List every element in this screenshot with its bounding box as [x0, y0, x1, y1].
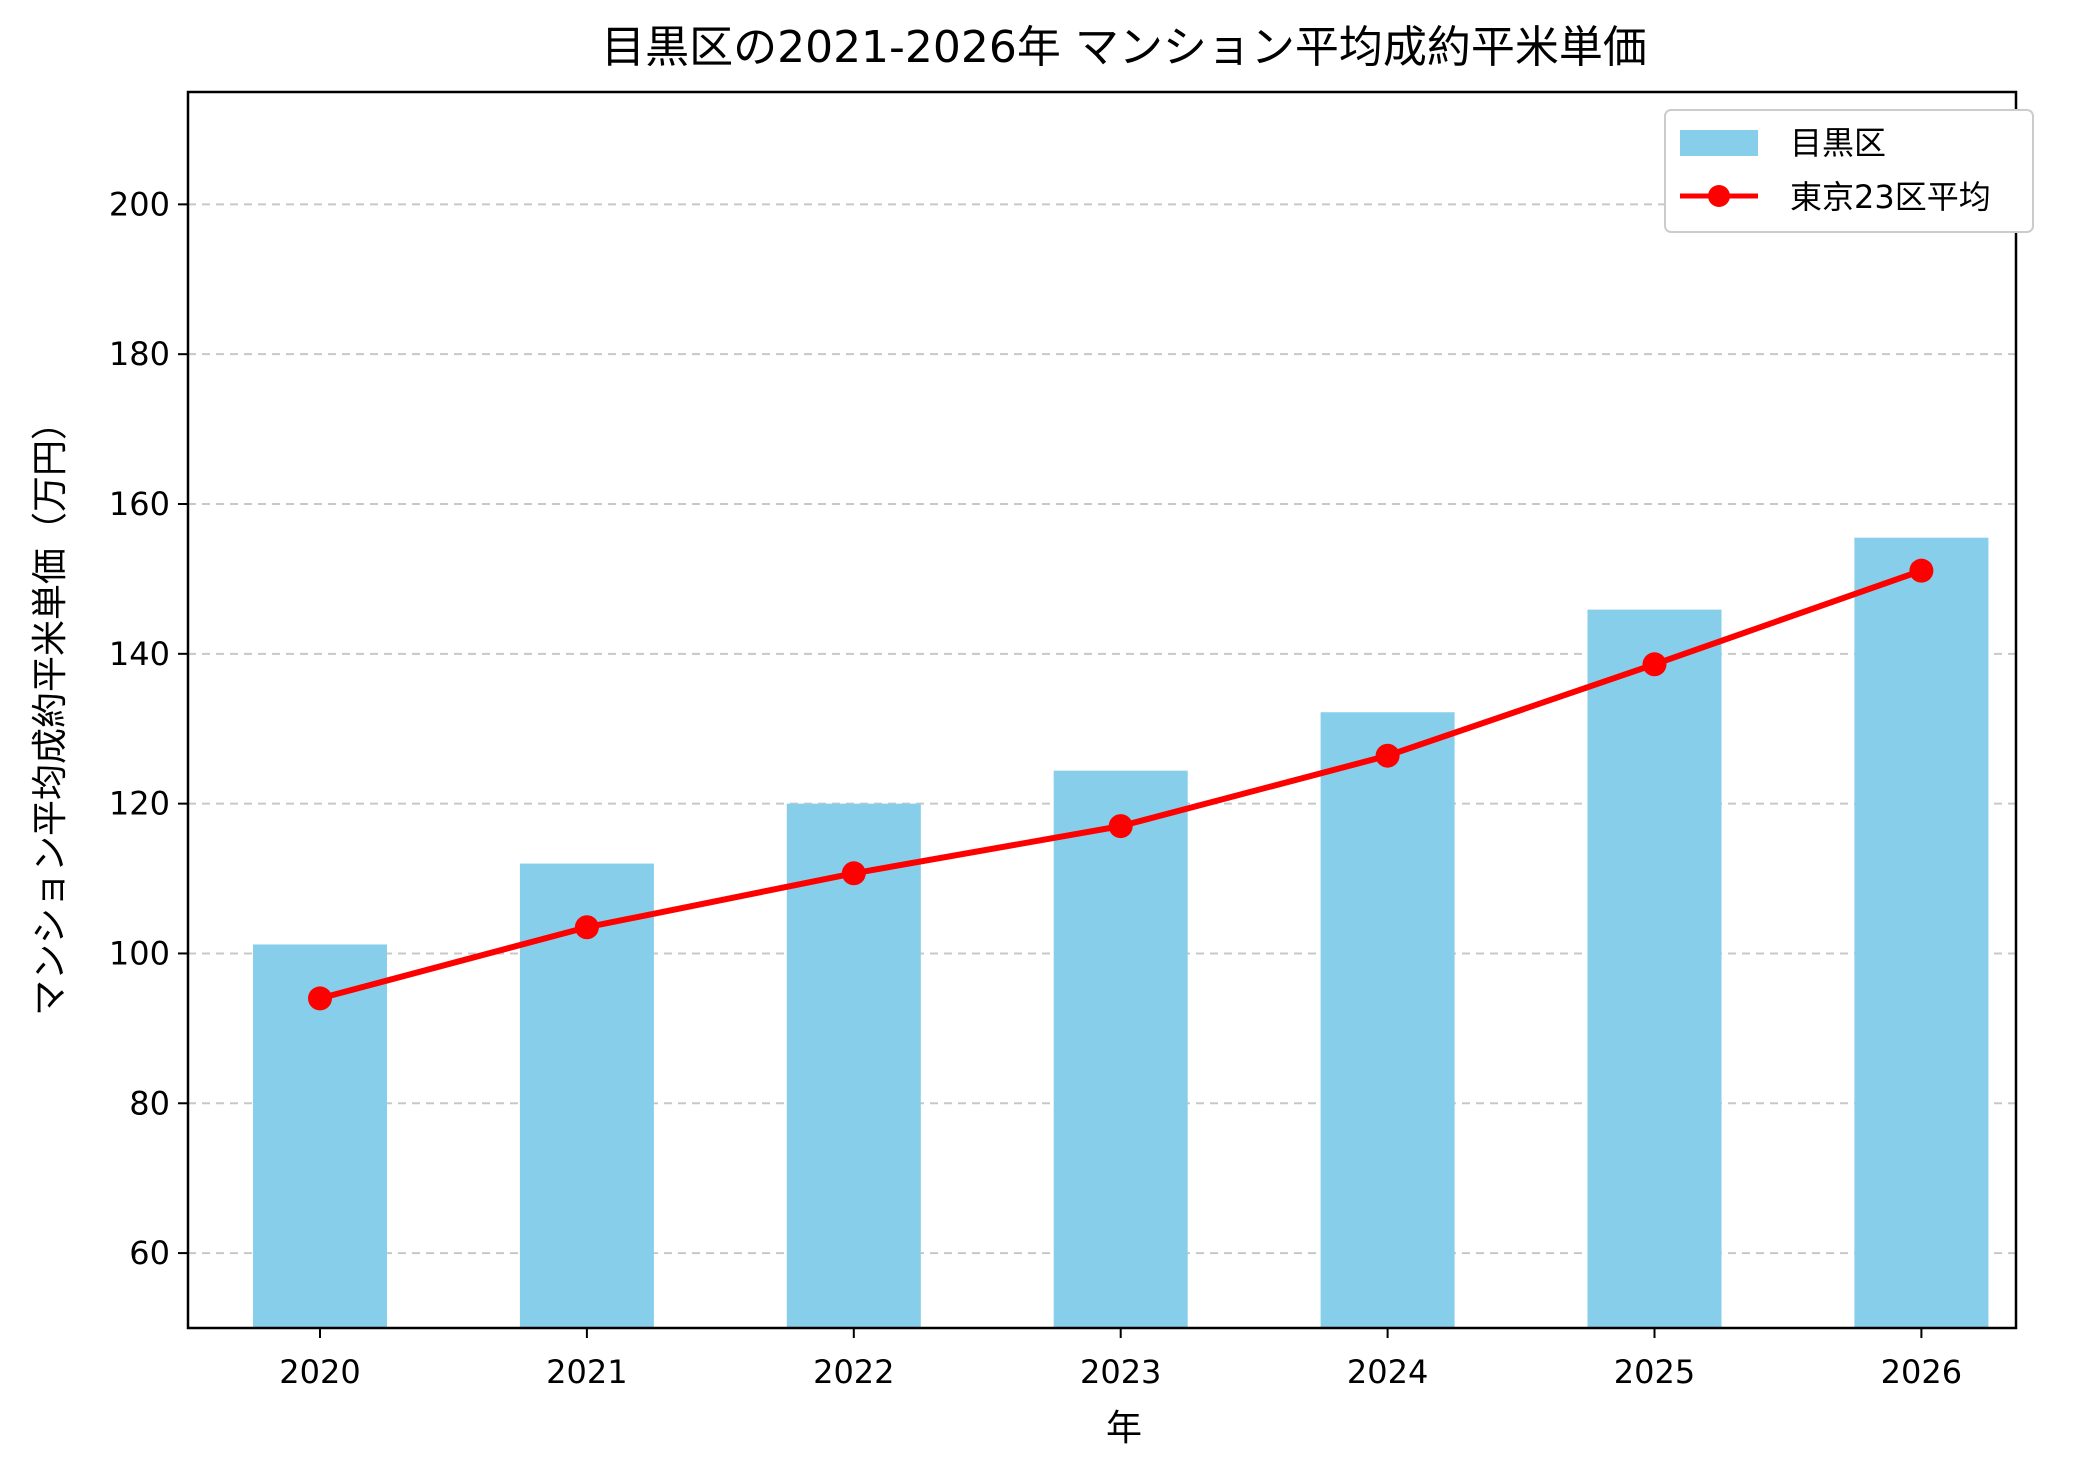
y-tick-label: 80 [129, 1084, 170, 1122]
line-point-2024 [1375, 743, 1400, 768]
x-tick-label: 2024 [1347, 1353, 1428, 1391]
line-point-2020 [308, 986, 332, 1011]
bar-2022 [786, 803, 921, 1328]
legend-label-line: 東京23区平均 [1790, 178, 1991, 216]
bar-2026 [1854, 537, 1989, 1328]
y-tick-label: 200 [109, 185, 170, 223]
x-tick-label: 2025 [1614, 1353, 1695, 1391]
x-tick-label: 2023 [1080, 1353, 1161, 1391]
legend-swatch-marker [1708, 185, 1730, 207]
y-tick-label: 180 [109, 335, 170, 373]
legend-label-bar: 目黒区 [1790, 124, 1886, 162]
y-tick-label: 140 [109, 635, 170, 673]
y-tick-label: 100 [109, 934, 170, 972]
line-point-2021 [574, 915, 599, 940]
x-tick-label: 2020 [279, 1353, 360, 1391]
x-tick-label: 2026 [1881, 1353, 1962, 1391]
legend: 目黒区 東京23区平均 [1664, 109, 2034, 233]
bar-2024 [1320, 712, 1455, 1328]
chart-title: 目黒区の2021-2026年 マンション平均成約平米単価 [601, 22, 1647, 73]
line-point-2022 [841, 861, 866, 886]
x-tick-label: 2022 [813, 1353, 894, 1391]
line-point-2025 [1642, 652, 1667, 677]
bar-series [253, 537, 1989, 1328]
legend-swatch-bar [1680, 130, 1758, 156]
line-series [308, 558, 1934, 1011]
y-tick-label: 120 [109, 785, 170, 823]
x-axis-title: 年 [1106, 1408, 1142, 1449]
line-point-2023 [1108, 814, 1133, 839]
plot-frame [186, 90, 2018, 1330]
line-point-2026 [1909, 558, 1934, 583]
x-tick-label: 2021 [546, 1353, 627, 1391]
x-axis: 2020 2021 2022 2023 2024 2025 2026 [279, 1328, 1962, 1391]
bar-2023 [1053, 770, 1188, 1328]
y-axis: 60 80 100 120 140 160 180 200 [109, 185, 188, 1272]
y-tick-label: 60 [129, 1234, 170, 1272]
y-tick-label: 160 [109, 485, 170, 523]
bar-2025 [1587, 609, 1722, 1328]
y-axis-title: マンション平均成約平米単価（万円） [30, 404, 71, 1016]
